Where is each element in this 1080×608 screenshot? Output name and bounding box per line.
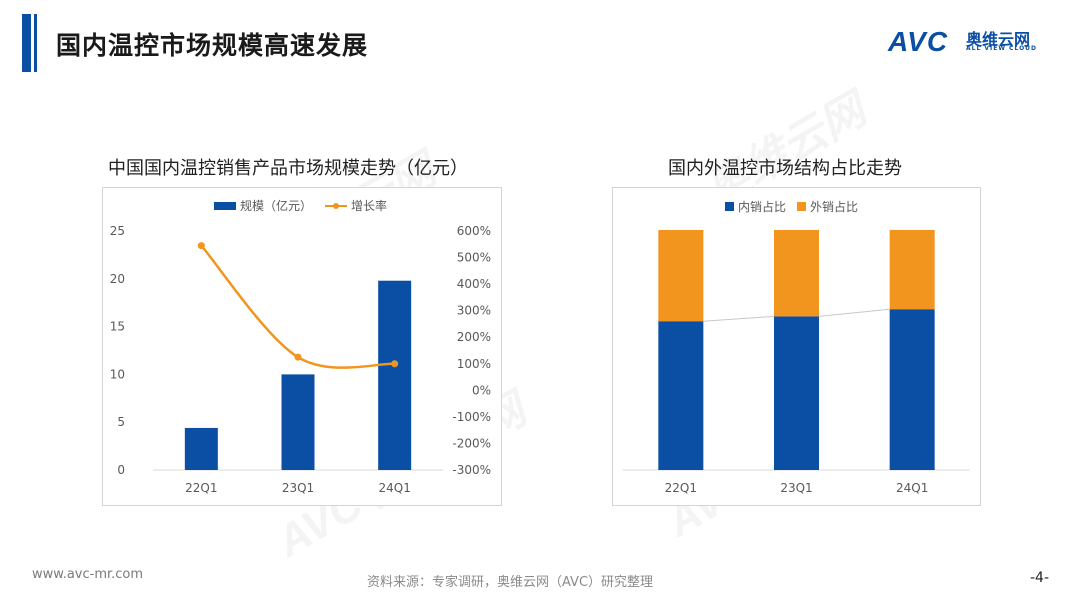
logo-cn: 奥维云网	[966, 30, 1031, 49]
growth-rate-line	[200, 244, 395, 369]
x-tick-label: 23Q1	[282, 481, 314, 495]
y-tick-right: -100%	[452, 410, 491, 424]
y-tick-right: -300%	[452, 463, 491, 477]
y-tick-right: 200%	[457, 330, 491, 344]
legend-swatch-domestic	[725, 202, 734, 211]
footer-url: www.avc-mr.com	[32, 567, 144, 582]
y-tick-left: 0	[117, 463, 125, 477]
legend-swatch-export	[797, 202, 806, 211]
growth-rate-point	[197, 242, 205, 250]
growth-rate-point	[294, 353, 302, 361]
page-title: 国内温控市场规模高速发展	[56, 31, 369, 60]
x-tick-label: 23Q1	[780, 481, 812, 495]
series-connector-line	[703, 315, 775, 322]
bar-export-share	[658, 230, 704, 322]
x-tick-label: 22Q1	[665, 481, 697, 495]
chart-title-left: 中国国内温控销售产品市场规模走势（亿元）	[108, 158, 468, 179]
x-tick-label: 22Q1	[185, 481, 217, 495]
y-tick-left: 25	[110, 224, 125, 238]
series-connector-line	[818, 308, 890, 317]
y-tick-left: 20	[110, 272, 125, 286]
growth-rate-point	[391, 360, 399, 368]
legend-label-export: 外销占比	[810, 199, 858, 214]
x-tick-label: 24Q1	[378, 481, 410, 495]
bar-export-share	[774, 230, 819, 317]
chart-panel-left: 规模（亿元） 增长率 25 20 15 10 5 0 600% 500% 400% 300% 200% 1…	[102, 187, 502, 506]
legend-label-line: 增长率	[351, 198, 387, 213]
bar-market-size	[281, 374, 315, 470]
legend-label-bar: 规模（亿元）	[240, 198, 312, 213]
bar-domestic-share	[774, 316, 819, 470]
avc-logo: AVC 奥维云网 ALL VIEW CLOUD	[888, 26, 1048, 57]
legend-marker-line	[333, 203, 339, 209]
y-tick-right: 400%	[457, 277, 491, 291]
y-tick-right: -200%	[452, 436, 491, 450]
y-tick-right: 500%	[457, 251, 491, 265]
legend-label-domestic: 内销占比	[738, 199, 786, 214]
y-tick-left: 15	[110, 320, 125, 334]
bar-domestic-share	[658, 321, 704, 470]
chart-title-right: 国内外温控市场结构占比走势	[668, 158, 902, 179]
title-accent-bar	[22, 14, 31, 72]
logo-en: ALL VIEW CLOUD	[966, 45, 1038, 52]
y-tick-right: 0%	[472, 383, 491, 397]
bar-market-size	[378, 280, 412, 470]
bar-export-share	[889, 230, 935, 310]
title-accent-bar-thin	[34, 14, 37, 72]
y-tick-left: 10	[110, 367, 125, 381]
footer-source: 资料来源：专家调研，奥维云网（AVC）研究整理	[367, 575, 654, 590]
market-size-chart: 规模（亿元） 增长率 25 20 15 10 5 0 600% 500% 400% 300% 200% 1…	[110, 198, 491, 495]
chart-panel-right: 内销占比 外销占比 22Q1 23Q1 24Q1	[612, 187, 981, 506]
y-tick-left: 5	[117, 415, 125, 429]
y-tick-right: 100%	[457, 357, 491, 371]
y-tick-right: 300%	[457, 304, 491, 318]
page-number: -4-	[1030, 570, 1050, 586]
legend-swatch-bar	[214, 202, 236, 210]
market-structure-chart: 内销占比 外销占比 22Q1 23Q1 24Q1	[623, 199, 970, 495]
logo-mark: AVC	[888, 26, 949, 57]
bar-domestic-share	[889, 309, 935, 470]
bar-market-size	[184, 427, 218, 470]
y-tick-right: 600%	[457, 224, 491, 238]
x-tick-label: 24Q1	[896, 481, 928, 495]
